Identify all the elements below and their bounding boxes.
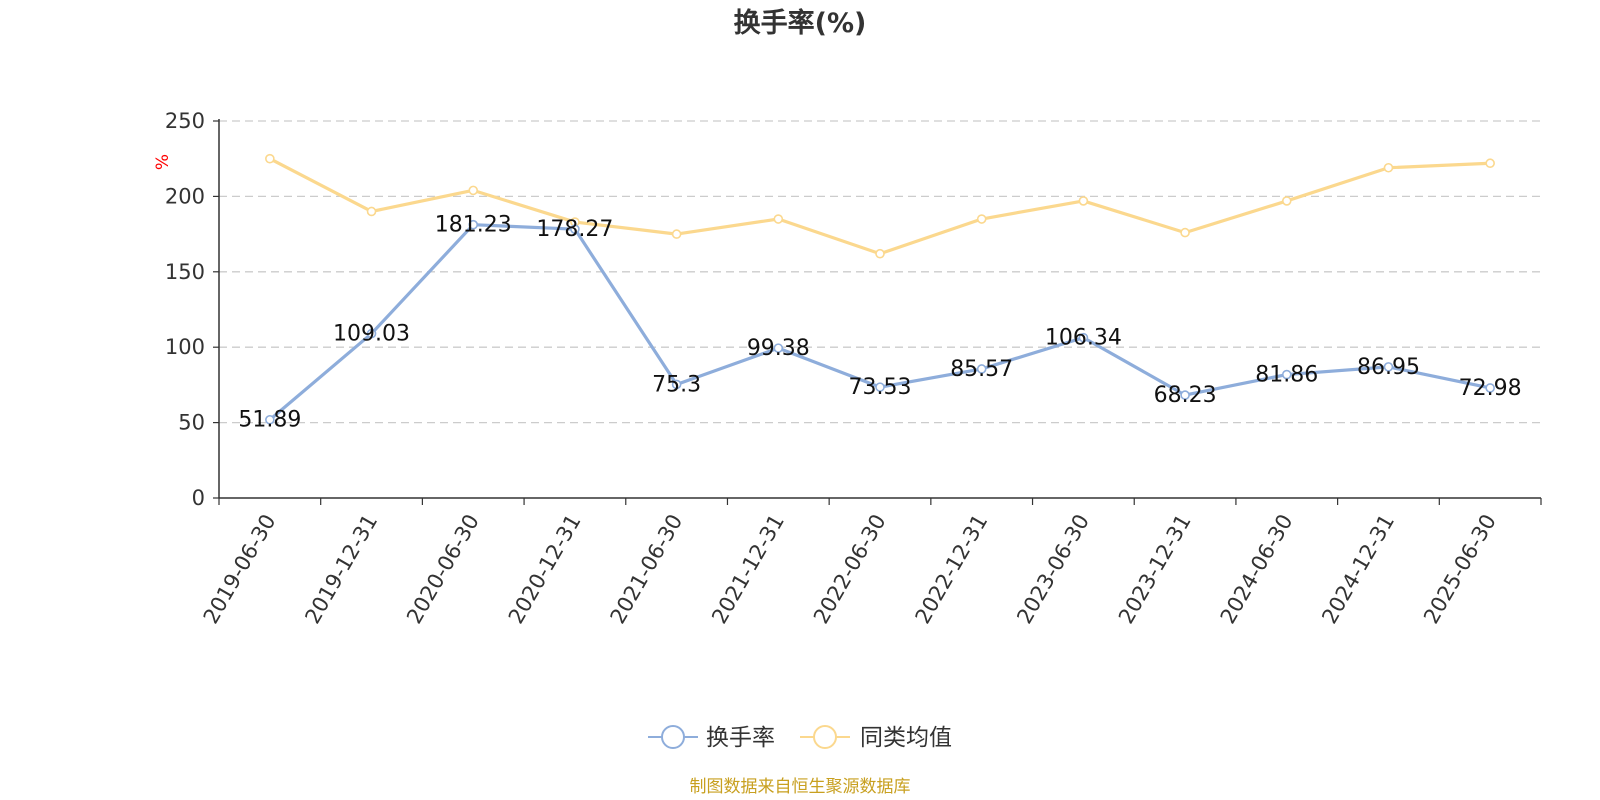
data-point-peer-average: [1078, 196, 1089, 206]
data-point-turnover: [1281, 369, 1292, 380]
data-point-turnover: [1485, 383, 1495, 393]
data-point-turnover: [1180, 390, 1190, 400]
y-tick-label: 150: [165, 260, 205, 284]
data-label: 109.03: [333, 322, 410, 347]
data-label: 68.23: [1154, 383, 1217, 408]
x-tick-label: 2024-06-30: [1216, 510, 1298, 628]
legend: 换手率 同类均值: [648, 725, 952, 751]
data-label: 75.3: [652, 372, 701, 397]
x-tick-label: 2020-06-30: [402, 510, 484, 628]
data-point-peer-average: [875, 248, 885, 259]
x-tick-label: 2023-12-31: [1114, 510, 1196, 628]
data-point-turnover: [1078, 332, 1089, 343]
y-tick-label: 100: [165, 335, 205, 359]
x-tick-label: 2020-12-31: [504, 510, 586, 628]
data-label: 86.95: [1357, 355, 1420, 380]
data-point-turnover: [366, 328, 377, 339]
data-point-peer-average: [976, 214, 987, 224]
data-label: 99.38: [747, 336, 810, 361]
x-tick-label: 2022-06-30: [809, 510, 891, 628]
data-point-peer-average: [1281, 196, 1292, 206]
x-tick-label: 2022-12-31: [911, 510, 993, 628]
data-point-peer-average: [1180, 227, 1190, 238]
chart-title: 换手率(%): [734, 7, 867, 39]
data-label: 72.98: [1459, 376, 1522, 401]
data-point-peer-average: [366, 206, 377, 217]
data-point-turnover: [875, 382, 885, 392]
y-tick-label: 0: [192, 486, 205, 510]
data-point-turnover: [976, 364, 987, 374]
x-tick-label: 2021-12-31: [707, 510, 789, 628]
data-label: 178.27: [536, 217, 613, 242]
data-point-peer-average: [1383, 162, 1394, 173]
y-tick-label: 50: [178, 411, 205, 435]
source-note: 制图数据来自恒生聚源数据库: [690, 777, 911, 797]
data-label: 85.57: [950, 357, 1013, 382]
data-point-peer-average: [1485, 158, 1495, 169]
data-point-turnover: [570, 224, 580, 234]
data-label: 181.23: [435, 213, 512, 238]
legend-item-peer-average[interactable]: 同类均值: [800, 725, 952, 751]
data-point-peer-average: [773, 214, 784, 224]
data-point-peer-average: [468, 185, 479, 196]
x-tick-label: 2024-12-31: [1317, 510, 1399, 628]
data-point-turnover: [671, 379, 682, 390]
x-tick-label: 2019-12-31: [300, 510, 382, 628]
data-label: 73.53: [849, 375, 912, 400]
data-label-layer: 51.89 109.03 181.23 178.27 75.3 99.38 73.53 85.…: [238, 213, 1521, 433]
legend-swatch-marker-turnover: [661, 725, 685, 749]
data-point-turnover: [468, 219, 479, 230]
legend-label-turnover: 换手率: [706, 725, 775, 751]
x-tick-label: 2021-06-30: [606, 510, 688, 628]
x-tick-label: 2025-06-30: [1419, 510, 1501, 628]
data-point-peer-average: [265, 153, 275, 164]
series-layer: [265, 153, 1495, 425]
y-tick-label: 200: [165, 184, 205, 208]
legend-label-peer-average: 同类均值: [860, 725, 952, 751]
data-label: 106.34: [1045, 326, 1122, 351]
y-tick-label: 250: [165, 109, 205, 133]
y-axis-unit-label: %: [153, 154, 173, 170]
data-point-peer-average: [671, 229, 682, 239]
data-point-turnover: [773, 343, 784, 353]
legend-item-turnover[interactable]: 换手率: [648, 725, 775, 751]
x-tick-label: 2019-06-30: [199, 510, 281, 628]
data-label: 51.89: [238, 408, 301, 433]
x-tick-label: 2023-06-30: [1012, 510, 1094, 628]
series-line-peer-average: [269, 157, 1491, 256]
data-label: 81.86: [1255, 363, 1318, 388]
data-point-turnover: [265, 414, 275, 425]
data-point-turnover: [1383, 362, 1394, 372]
legend-swatch-marker-peer-average: [813, 725, 837, 749]
